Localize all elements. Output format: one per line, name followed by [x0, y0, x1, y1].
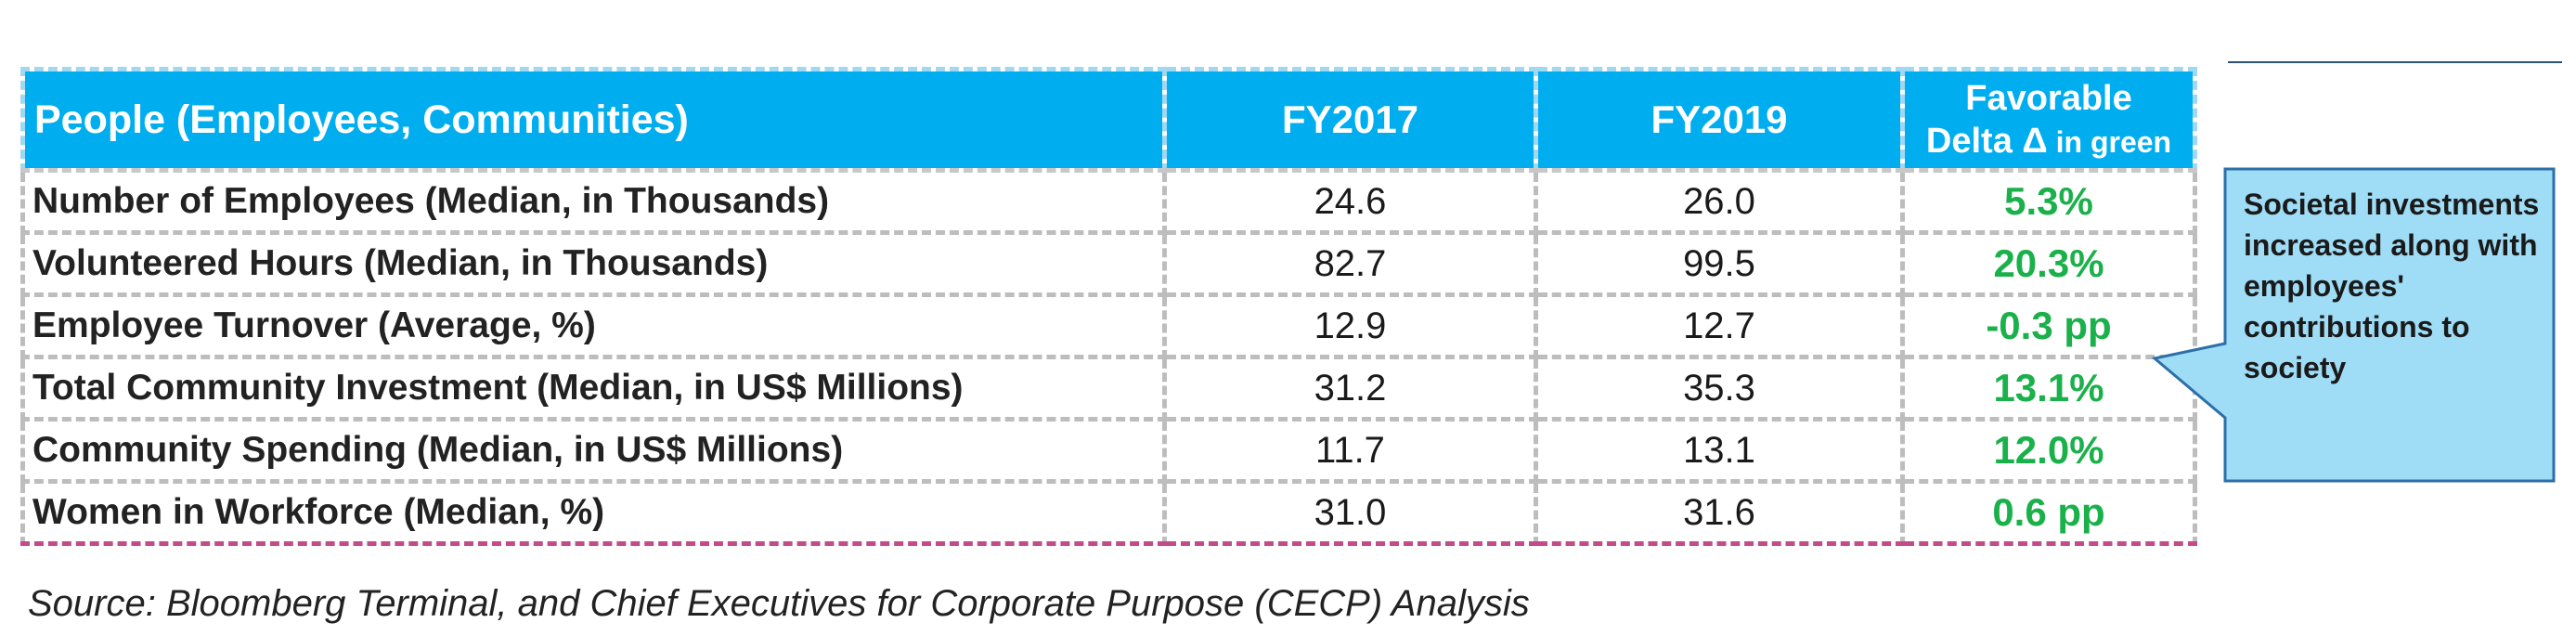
- table-row: Community Spending (Median, in US$ Milli…: [20, 417, 2197, 484]
- row-delta: 0.6 pp: [1900, 479, 2197, 546]
- header-favorable-delta: Favorable Delta Δ in green: [1900, 67, 2197, 173]
- row-label: Community Spending (Median, in US$ Milli…: [20, 417, 1167, 484]
- row-label: Women in Workforce (Median, %): [20, 479, 1167, 546]
- row-label: Number of Employees (Median, in Thousand…: [20, 168, 1167, 235]
- row-delta: 5.3%: [1900, 168, 2197, 235]
- row-fy2019: 13.1: [1534, 417, 1905, 484]
- table-row: Total Community Investment (Median, in U…: [20, 355, 2197, 422]
- row-fy2017: 82.7: [1162, 230, 1538, 297]
- row-fy2017: 31.0: [1162, 479, 1538, 546]
- header-delta-main: Delta Δ: [1925, 121, 2048, 161]
- row-label: Employee Turnover (Average, %): [20, 292, 1167, 359]
- table-header-row: People (Employees, Communities) FY2017 F…: [20, 67, 2197, 173]
- source-note: Source: Bloomberg Terminal, and Chief Ex…: [28, 583, 1530, 624]
- table-row: Women in Workforce (Median, %) 31.0 31.6…: [20, 479, 2197, 546]
- header-fy2019: FY2019: [1534, 67, 1905, 173]
- row-label: Total Community Investment (Median, in U…: [20, 355, 1167, 422]
- row-fy2019: 12.7: [1534, 292, 1905, 359]
- row-fy2019: 35.3: [1534, 355, 1905, 422]
- row-fy2019: 26.0: [1534, 168, 1905, 235]
- row-delta: 20.3%: [1900, 230, 2197, 297]
- callout-text: Societal investments increased along wit…: [2244, 188, 2540, 384]
- header-fy2017: FY2017: [1162, 67, 1538, 173]
- callout-bubble: [2151, 167, 2556, 483]
- table-row: Number of Employees (Median, in Thousand…: [20, 168, 2197, 235]
- table-row: Volunteered Hours (Median, in Thousands)…: [20, 230, 2197, 297]
- header-delta-line1: Favorable: [1965, 78, 2132, 118]
- row-fy2019: 99.5: [1534, 230, 1905, 297]
- people-metrics-table: People (Employees, Communities) FY2017 F…: [20, 67, 2197, 546]
- row-fy2017: 11.7: [1162, 417, 1538, 484]
- row-fy2017: 12.9: [1162, 292, 1538, 359]
- header-delta-line2: Delta Δ in green: [1908, 120, 2191, 163]
- row-delta: 13.1%: [1900, 355, 2197, 422]
- row-fy2017: 24.6: [1162, 168, 1538, 235]
- row-fy2017: 31.2: [1162, 355, 1538, 422]
- top-rule: [2228, 61, 2562, 63]
- table-row: Employee Turnover (Average, %) 12.9 12.7…: [20, 292, 2197, 359]
- header-people: People (Employees, Communities): [20, 67, 1167, 173]
- row-label: Volunteered Hours (Median, in Thousands): [20, 230, 1167, 297]
- callout-note: Societal investments increased along wit…: [2151, 167, 2557, 483]
- row-delta: -0.3 pp: [1900, 292, 2197, 359]
- row-delta: 12.0%: [1900, 417, 2197, 484]
- callout-shape: [2151, 167, 2556, 483]
- row-fy2019: 31.6: [1534, 479, 1905, 546]
- header-delta-small: in green: [2047, 124, 2172, 159]
